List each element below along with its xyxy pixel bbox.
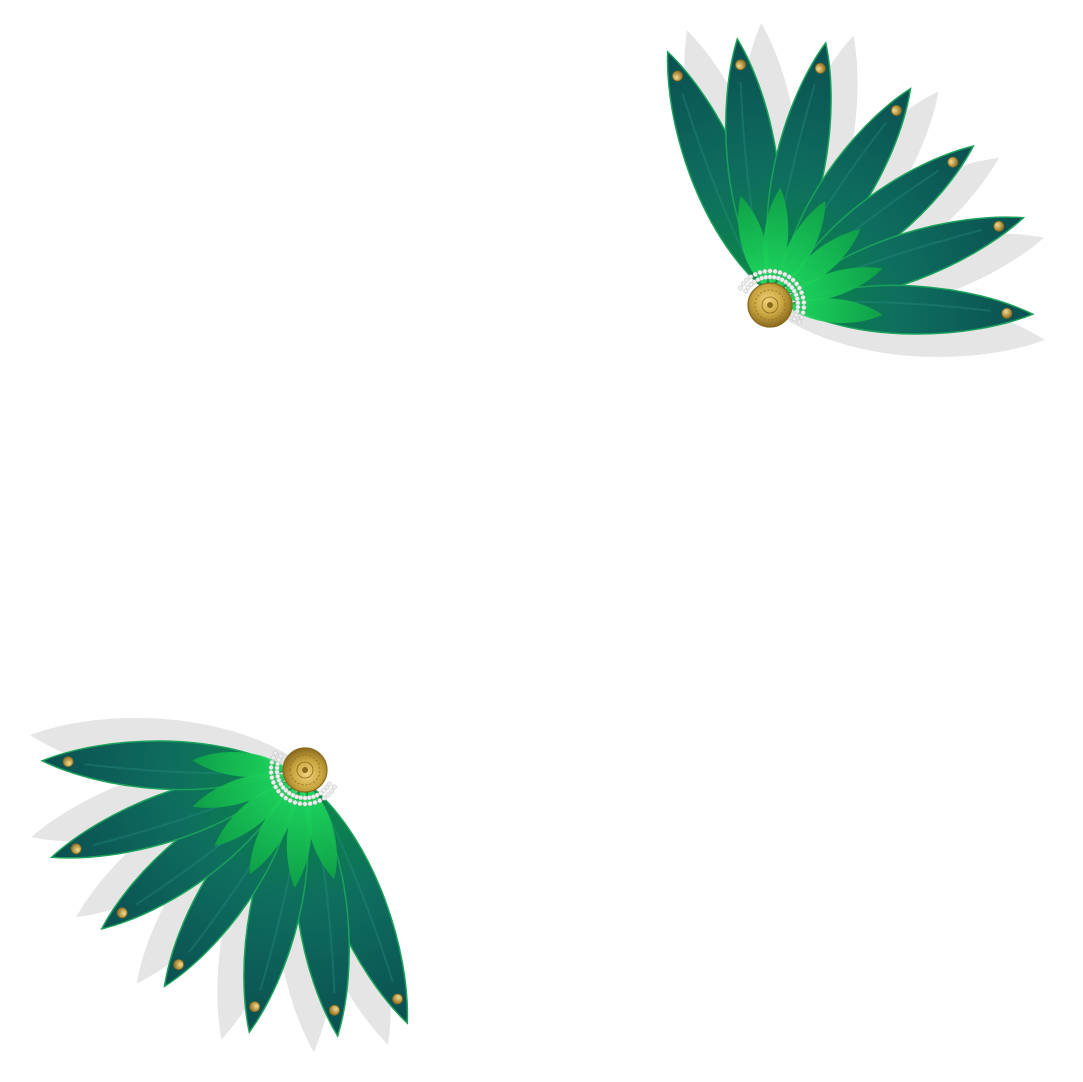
pearl-ring <box>738 268 807 325</box>
inner-leaf <box>214 781 292 846</box>
inner-leaf <box>787 267 883 302</box>
leaf-fan-top-right <box>666 23 1045 358</box>
inner-leaf <box>306 787 337 880</box>
inner-leaf <box>192 752 288 777</box>
inner-leaf <box>738 195 769 288</box>
inner-leaf <box>787 298 883 323</box>
rivet-icon <box>173 959 185 970</box>
rivet-icon <box>735 59 746 71</box>
leaf-fan-bottom-left <box>30 717 409 1052</box>
rivet-icon <box>1001 307 1013 319</box>
pearl-ring <box>268 750 337 807</box>
rivet-icon <box>392 993 403 1005</box>
rivet-icon <box>70 843 82 855</box>
gold-medallion-icon <box>282 747 328 793</box>
inner-leaf <box>778 200 826 290</box>
gold-medallion-icon <box>747 282 793 328</box>
inner-leaf <box>783 229 861 294</box>
rivet-icon <box>814 62 826 74</box>
rivet-icon <box>672 70 683 82</box>
rivet-icon <box>116 907 128 919</box>
rivet-icon <box>890 105 902 116</box>
rivet-icon <box>249 1001 261 1013</box>
rivet-icon <box>947 156 959 168</box>
inner-leaf <box>249 785 297 875</box>
rivet-icon <box>993 220 1005 232</box>
rivet-icon <box>329 1004 340 1016</box>
rivet-icon <box>62 756 74 768</box>
inner-leaf <box>192 773 288 808</box>
